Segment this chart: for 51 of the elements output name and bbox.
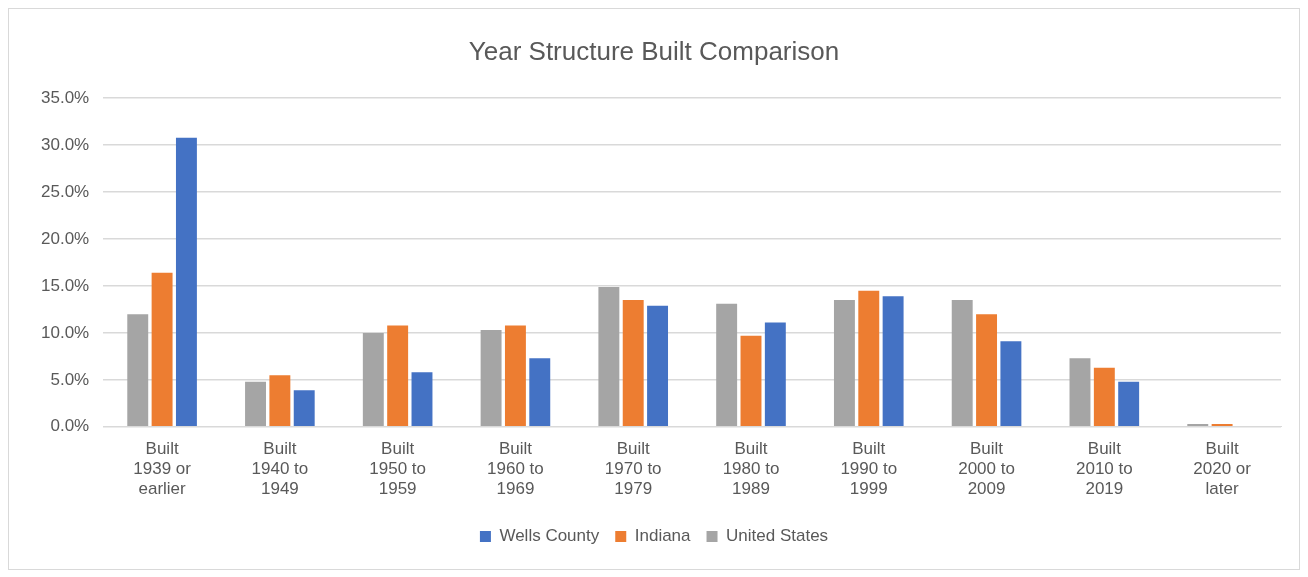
legend-label: Indiana — [634, 526, 692, 546]
x-tick-label: Built 2010 to 2019 — [1075, 438, 1133, 499]
x-tick-label: Built 1950 to 1959 — [369, 438, 427, 499]
bar — [127, 314, 149, 427]
y-tick-label: 0.0% — [50, 416, 90, 436]
bar — [833, 300, 855, 427]
bar — [293, 390, 315, 427]
y-tick-label: 35.0% — [41, 87, 90, 107]
bar — [976, 314, 998, 427]
bar — [480, 330, 502, 427]
bar — [622, 300, 644, 427]
x-tick-label: Built 2020 or later — [1193, 438, 1252, 499]
x-tick-label: Built 1940 to 1949 — [251, 438, 309, 499]
y-tick-label: 20.0% — [41, 228, 90, 248]
x-tick-label: Built 2000 to 2009 — [958, 438, 1015, 499]
bar — [647, 305, 669, 427]
bar — [151, 272, 173, 427]
y-tick-label: 30.0% — [41, 134, 90, 154]
x-tick-label: Built 1939 or earlier — [133, 438, 192, 499]
bar — [716, 303, 738, 427]
y-tick-label: 5.0% — [50, 369, 90, 389]
x-tick-label: Built 1980 to 1989 — [722, 438, 780, 499]
x-tick-label: Built 1970 to 1979 — [604, 438, 662, 499]
y-tick-label: 15.0% — [41, 275, 90, 295]
bar — [951, 300, 973, 427]
bar — [504, 325, 526, 427]
bar — [1187, 423, 1209, 427]
bar — [411, 372, 433, 427]
bar — [362, 332, 384, 427]
bar — [175, 137, 197, 427]
bar — [387, 325, 409, 427]
y-tick-label: 25.0% — [41, 181, 90, 201]
legend-label: Wells County — [499, 526, 600, 546]
y-tick-label: 10.0% — [41, 322, 90, 342]
bar — [882, 296, 904, 427]
bar — [598, 286, 620, 427]
x-tick-label: Built 1960 to 1969 — [487, 438, 544, 499]
bar — [858, 290, 880, 427]
legend-label: United States — [726, 526, 829, 546]
bar — [740, 335, 762, 427]
bar — [1211, 423, 1233, 427]
bar — [1118, 381, 1140, 427]
chart-title: Year Structure Built Comparison — [468, 35, 840, 66]
bar — [1000, 341, 1022, 427]
bar — [764, 322, 786, 427]
bar — [529, 358, 551, 427]
bar — [245, 381, 266, 427]
bar — [269, 375, 291, 427]
bar — [1069, 358, 1091, 427]
x-tick-label: Built 1990 to 1999 — [840, 438, 898, 499]
bar — [1093, 367, 1115, 427]
